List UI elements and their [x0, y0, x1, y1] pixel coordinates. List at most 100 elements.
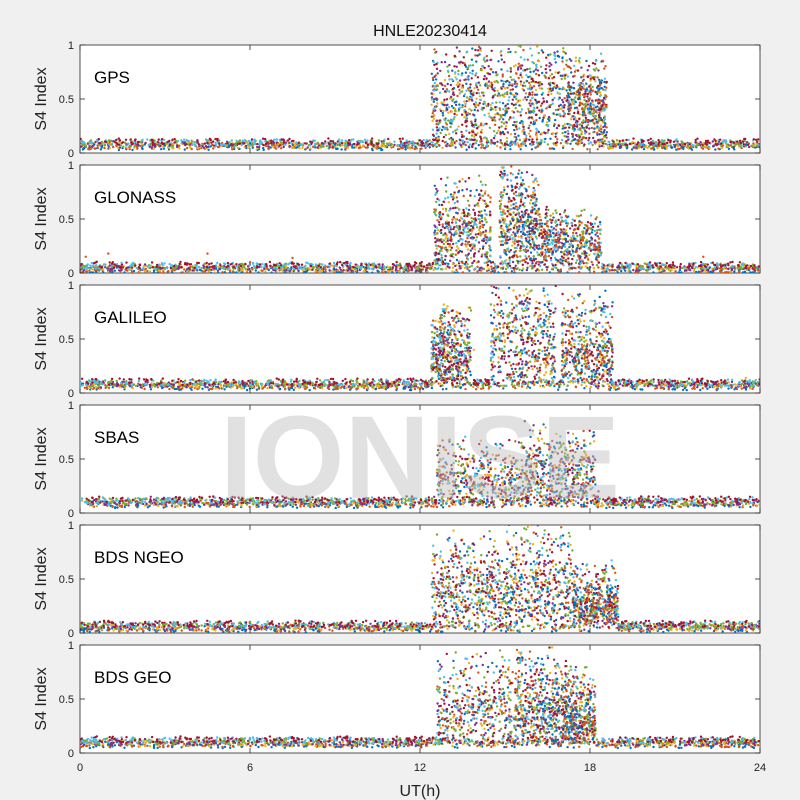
data-point: [577, 134, 580, 137]
data-point: [477, 143, 480, 147]
data-point: [493, 116, 496, 119]
data-point: [312, 139, 315, 142]
data-point: [466, 263, 469, 266]
data-point: [591, 85, 594, 89]
data-point: [128, 144, 132, 148]
data-point: [470, 109, 473, 112]
data-point: [453, 54, 456, 58]
data-point: [663, 144, 666, 147]
data-point: [159, 144, 162, 148]
data-point: [696, 137, 699, 140]
data-point: [391, 266, 394, 269]
data-point: [404, 266, 407, 269]
data-point: [593, 117, 596, 120]
data-point: [535, 93, 539, 96]
data-point: [443, 90, 447, 93]
data-point: [502, 122, 506, 125]
data-point: [583, 98, 586, 102]
data-point: [503, 113, 506, 117]
data-point: [280, 147, 283, 150]
data-point: [498, 108, 502, 112]
data-point: [218, 139, 221, 142]
data-point: [189, 143, 192, 146]
data-point: [571, 127, 574, 130]
data-point: [726, 143, 729, 146]
data-point: [530, 116, 533, 119]
data-point: [248, 264, 251, 267]
data-point: [738, 261, 741, 264]
data-point: [366, 143, 370, 147]
data-point: [309, 147, 312, 150]
data-point: [720, 142, 723, 145]
data-point: [438, 127, 441, 130]
data-point: [550, 268, 554, 271]
data-point: [501, 93, 504, 97]
data-point: [694, 265, 697, 269]
data-point: [602, 130, 606, 133]
data-point: [265, 263, 268, 266]
data-point: [474, 123, 477, 126]
data-point: [314, 270, 317, 273]
data-point: [304, 264, 307, 267]
data-point: [468, 107, 471, 111]
data-point: [438, 119, 441, 122]
data-point: [431, 144, 435, 147]
data-point: [480, 122, 483, 125]
data-point: [502, 42, 504, 44]
data-point: [547, 90, 551, 93]
data-point: [743, 263, 746, 266]
data-point: [596, 131, 599, 135]
data-point: [201, 270, 204, 273]
data-point: [561, 60, 564, 63]
data-point: [174, 267, 177, 270]
data-point: [490, 81, 493, 85]
data-point: [585, 118, 588, 122]
data-point: [561, 98, 564, 102]
data-point: [453, 115, 456, 119]
data-point: [347, 139, 351, 142]
data-point: [332, 261, 336, 265]
data-point: [493, 269, 497, 272]
data-point: [282, 145, 285, 149]
data-point: [503, 132, 506, 136]
data-point: [370, 140, 373, 143]
data-point: [235, 265, 239, 268]
data-point: [541, 71, 544, 75]
data-point: [212, 147, 215, 150]
data-point: [575, 93, 578, 96]
data-point: [582, 136, 585, 140]
data-point: [528, 264, 532, 268]
data-point: [551, 81, 555, 85]
data-point: [243, 265, 246, 269]
data-point: [436, 84, 439, 88]
data-point: [208, 262, 211, 266]
data-point: [580, 133, 583, 136]
data-point: [282, 139, 286, 142]
data-point: [736, 140, 739, 143]
data-point: [581, 93, 585, 96]
data-point: [456, 128, 459, 131]
data-point: [603, 67, 606, 70]
data-point: [563, 126, 566, 130]
data-point: [457, 125, 460, 128]
data-point: [502, 82, 505, 86]
data-point: [456, 271, 459, 273]
data-point: [583, 95, 586, 98]
data-point: [465, 100, 468, 103]
data-point: [117, 143, 121, 146]
data-point: [82, 267, 86, 270]
data-point: [86, 266, 89, 269]
data-point: [161, 263, 164, 267]
data-point: [497, 129, 500, 132]
data-point: [588, 91, 591, 94]
data-point: [395, 260, 398, 264]
data-point: [741, 140, 744, 143]
data-point: [259, 139, 262, 142]
data-point: [88, 267, 91, 270]
data-point: [512, 111, 516, 114]
data-point: [732, 141, 736, 144]
data-point: [470, 120, 473, 123]
data-point: [449, 125, 452, 129]
data-point: [536, 45, 539, 48]
